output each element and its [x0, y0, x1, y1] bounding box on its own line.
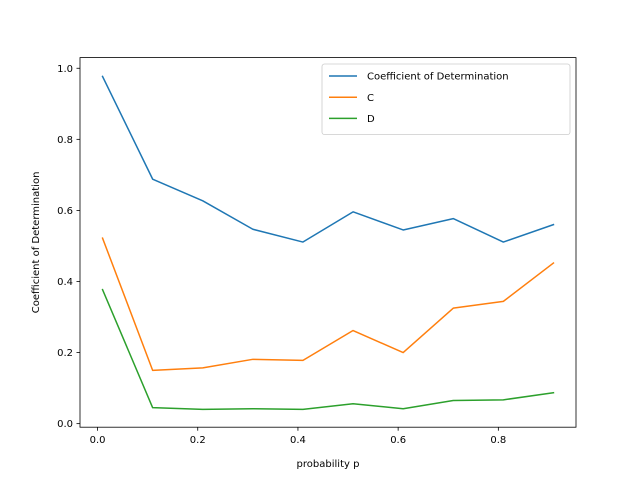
y-tick-label: 0.2: [57, 348, 73, 359]
x-axis: 0.0 0.2 0.4 0.6 0.8: [90, 427, 506, 446]
plot-frame: [79, 57, 577, 428]
plot-series: [101, 75, 555, 411]
x-tick-label: 0.2: [190, 435, 206, 446]
series-line-2: [101, 237, 555, 372]
y-axis-label: Coefficient of Determination: [31, 172, 42, 314]
legend-box: [321, 63, 571, 135]
y-axis: 0.0 0.2 0.4 0.6 0.8 1.0: [57, 64, 80, 430]
y-tick-label: 0.8: [57, 135, 73, 146]
y-tick-label: 0.0: [57, 419, 73, 430]
legend-label-1: Coefficient of Determination: [367, 72, 509, 83]
legend-label-3: D: [367, 114, 375, 125]
x-tick-label: 0.6: [390, 435, 406, 446]
legend: Coefficient of Determination CD: [321, 63, 571, 135]
x-axis-label: probability p: [297, 459, 360, 470]
x-tick-label: 0.8: [490, 435, 506, 446]
series-line-1: [101, 75, 555, 243]
y-tick-label: 0.4: [57, 277, 73, 288]
legend-label-2: C: [367, 93, 374, 104]
y-tick-label: 1.0: [57, 64, 73, 75]
y-tick-label: 0.6: [57, 206, 73, 217]
series-line-3: [101, 288, 555, 411]
x-tick-label: 0.0: [90, 435, 106, 446]
x-tick-label: 0.4: [290, 435, 306, 446]
